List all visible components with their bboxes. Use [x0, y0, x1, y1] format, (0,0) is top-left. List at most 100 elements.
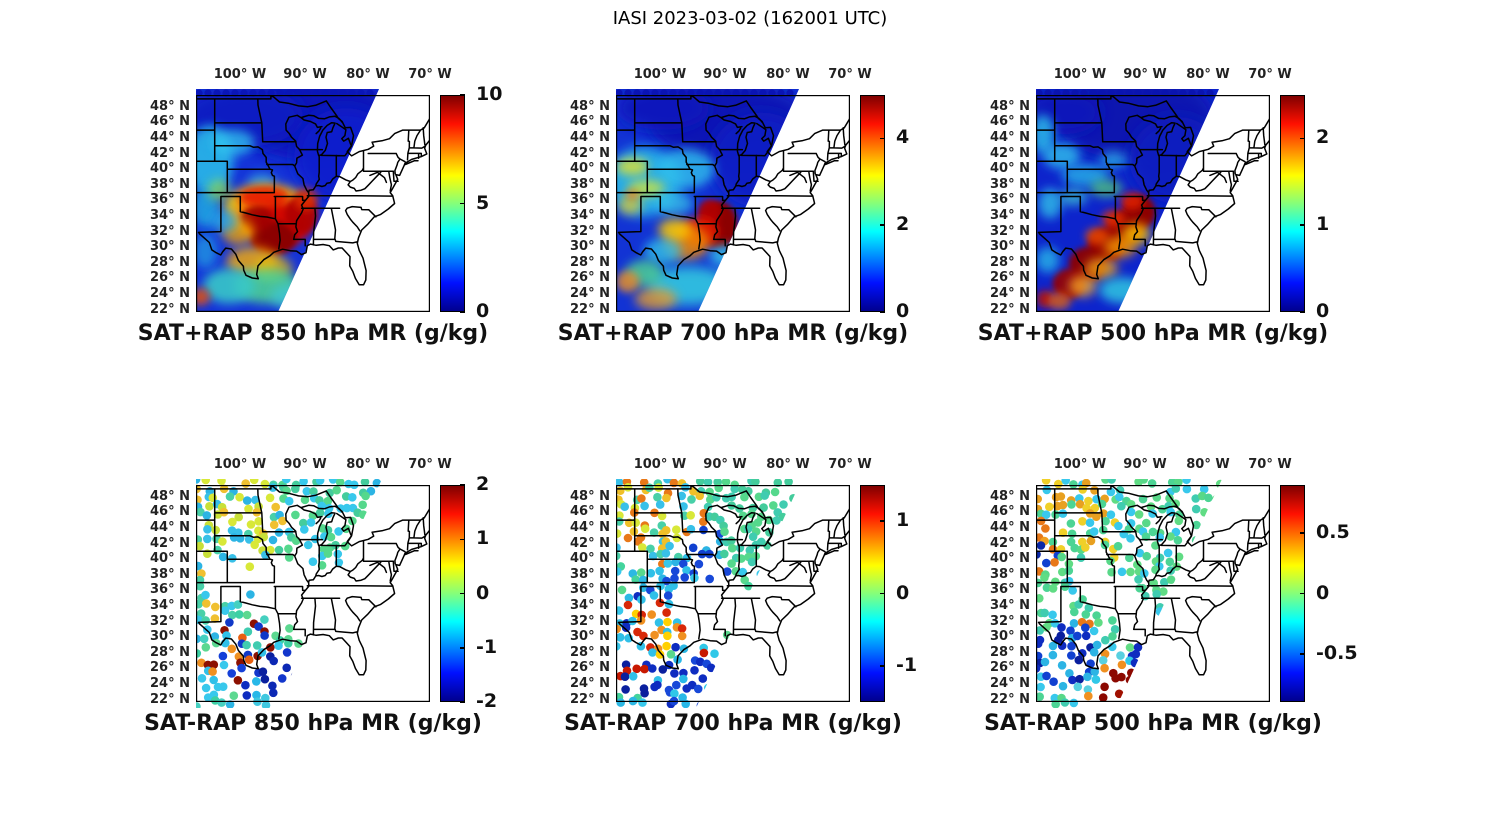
colorbar-tick — [1300, 137, 1305, 140]
lon-tick-label: 70° W — [828, 457, 872, 472]
lat-tick-label: 32° N — [990, 223, 1030, 239]
colorbar-tick-label: 0 — [476, 300, 490, 322]
lat-tick-label: 22° N — [150, 691, 190, 707]
colorbar-tick-label: -0.5 — [1316, 641, 1358, 664]
lat-tick-label: 28° N — [990, 254, 1030, 270]
lon-tick-label: 90° W — [703, 457, 747, 472]
lat-tick-label: 42° N — [570, 535, 610, 551]
colorbar-tick-label: 0.5 — [1316, 521, 1350, 544]
colorbar-tick — [460, 94, 465, 96]
colorbar-tick — [1300, 224, 1305, 226]
colorbar-tick-label: 0 — [1316, 300, 1330, 322]
lat-tick-label: 48° N — [150, 98, 190, 114]
lat-tick-label: 34° N — [570, 597, 610, 613]
lat-tick-label: 42° N — [150, 535, 190, 551]
figure-title: IASI 2023-03-02 (162001 UTC) — [612, 8, 888, 29]
lat-tick-label: 44° N — [150, 519, 190, 535]
lat-tick-label: 40° N — [570, 551, 610, 567]
axes-box — [196, 485, 430, 703]
panel-title: SAT-RAP 850 hPa MR (g/kg) — [144, 711, 482, 736]
lon-tick-label: 70° W — [408, 457, 452, 472]
lat-tick-label: 48° N — [990, 98, 1030, 114]
lat-tick-label: 24° N — [570, 286, 610, 302]
lat-tick-label: 44° N — [570, 519, 610, 535]
lat-tick-label: 46° N — [570, 504, 610, 520]
lat-tick-label: 42° N — [150, 145, 190, 161]
lat-tick-label: 36° N — [150, 582, 190, 598]
map-svg-panel-1 — [196, 89, 430, 318]
lat-tick-label: 22° N — [150, 301, 190, 317]
colorbar-tick — [460, 311, 465, 313]
axes-box — [196, 95, 430, 313]
lat-tick-label: 38° N — [150, 176, 190, 192]
colorbar-tick — [1300, 311, 1305, 313]
lon-tick-label: 70° W — [1248, 67, 1292, 82]
lat-tick-label: 24° N — [150, 286, 190, 302]
lon-tick-label: 90° W — [283, 67, 327, 82]
state-outlines — [1036, 485, 1270, 676]
lat-tick-label: 30° N — [570, 629, 610, 645]
colorbar-tick — [880, 311, 885, 313]
lat-tick-label: 26° N — [990, 660, 1030, 676]
lat-tick-label: 36° N — [990, 582, 1030, 598]
lon-tick-label: 70° W — [828, 67, 872, 82]
colorbar-tick — [880, 137, 885, 140]
lat-tick-label: 48° N — [570, 488, 610, 504]
colorbar — [860, 95, 885, 312]
lat-tick-label: 36° N — [990, 192, 1030, 208]
colorbar-tick-label: 0 — [896, 300, 910, 322]
colorbar-tick-label: 0 — [476, 581, 490, 604]
lon-tick-label: 70° W — [408, 67, 452, 82]
colorbar — [1280, 95, 1305, 312]
lon-tick-label: 70° W — [1248, 457, 1292, 472]
colorbar-tick-label: -1 — [476, 635, 498, 658]
lat-tick-label: 40° N — [150, 161, 190, 177]
map-svg-panel-2 — [616, 89, 850, 318]
colorbar-tick-label: 2 — [476, 473, 490, 495]
lat-tick-label: 22° N — [570, 301, 610, 317]
panel-title: SAT+RAP 500 hPa MR (g/kg) — [977, 321, 1329, 346]
lon-tick-label: 90° W — [283, 457, 327, 472]
lat-tick-label: 22° N — [990, 301, 1030, 317]
lon-tick-label: 100° W — [633, 457, 687, 472]
lat-tick-label: 44° N — [570, 129, 610, 145]
state-outlines — [196, 485, 430, 676]
lat-tick-label: 26° N — [570, 660, 610, 676]
lat-tick-label: 24° N — [150, 676, 190, 692]
lat-tick-label: 46° N — [990, 504, 1030, 520]
axes-box — [1036, 485, 1270, 703]
lat-tick-label: 34° N — [150, 597, 190, 613]
lat-tick-label: 46° N — [150, 114, 190, 130]
panel-title: SAT-RAP 700 hPa MR (g/kg) — [564, 711, 902, 736]
colorbar-tick-label: 0 — [896, 581, 910, 604]
lat-tick-label: 32° N — [990, 613, 1030, 629]
lat-tick-label: 22° N — [990, 691, 1030, 707]
lat-tick-label: 44° N — [990, 129, 1030, 145]
colorbar-tick — [1300, 653, 1305, 655]
lat-tick-label: 42° N — [990, 145, 1030, 161]
colorbar-tick-label: 2 — [896, 213, 910, 236]
colorbar-tick — [1300, 532, 1305, 534]
lat-tick-label: 40° N — [990, 161, 1030, 177]
state-outlines — [616, 485, 850, 676]
lat-tick-label: 26° N — [570, 270, 610, 286]
lat-tick-label: 32° N — [150, 613, 190, 629]
colorbar-tick — [880, 665, 885, 667]
lat-tick-label: 46° N — [570, 114, 610, 130]
colorbar-tick-label: 1 — [1316, 213, 1330, 236]
lon-tick-label: 90° W — [1123, 67, 1167, 82]
colorbar-tick-label: 0 — [1316, 581, 1330, 604]
state-outlines — [1036, 95, 1270, 286]
lat-tick-label: 40° N — [990, 551, 1030, 567]
lat-tick-label: 38° N — [990, 566, 1030, 582]
lat-tick-label: 30° N — [150, 239, 190, 255]
lat-tick-label: 34° N — [150, 207, 190, 223]
lon-tick-label: 80° W — [1186, 457, 1230, 472]
colorbar-tick — [460, 592, 465, 595]
lat-tick-label: 28° N — [990, 644, 1030, 660]
lat-tick-label: 40° N — [570, 161, 610, 177]
lat-tick-label: 30° N — [990, 239, 1030, 255]
colorbar-tick-label: 1 — [476, 527, 490, 550]
lon-tick-label: 100° W — [1053, 67, 1107, 82]
